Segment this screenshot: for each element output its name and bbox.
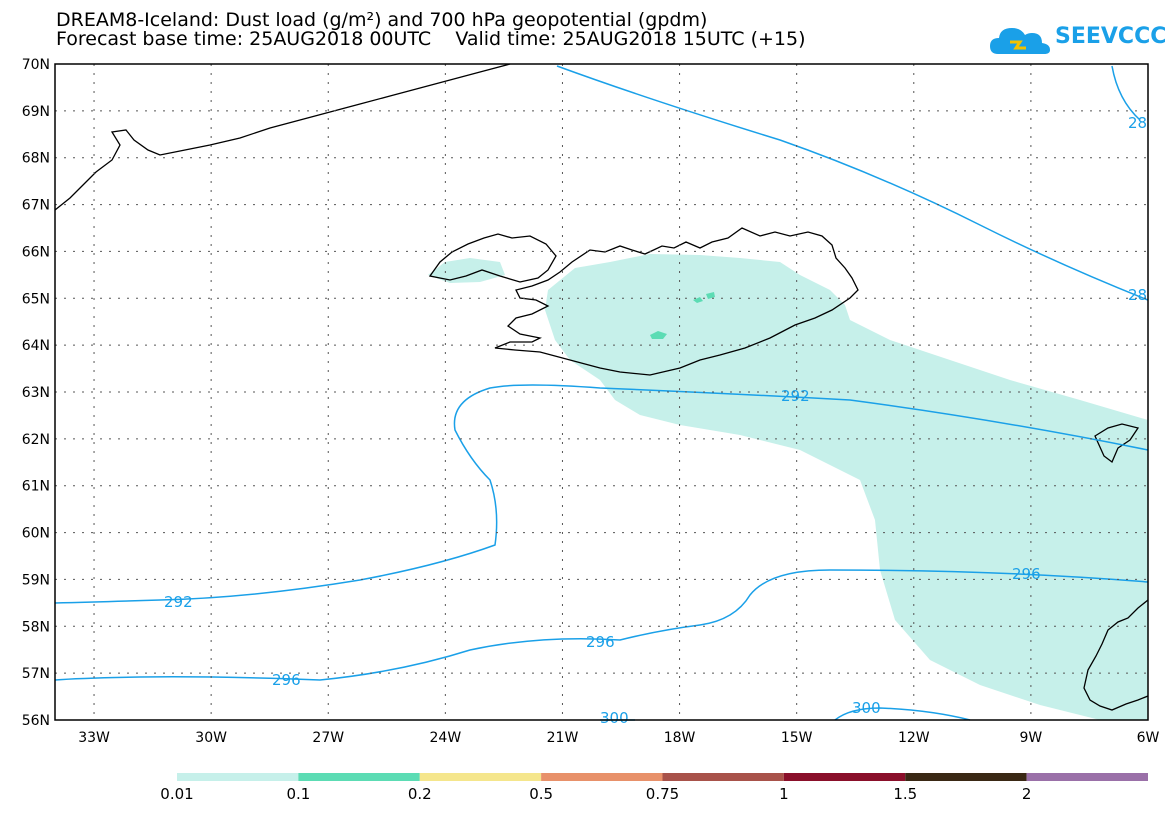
colorbar-swatch (419, 773, 542, 781)
lat-label: 65N (22, 291, 50, 307)
lon-label: 18W (664, 730, 696, 746)
dust-area-west (428, 258, 505, 283)
contour-label: 292 (164, 593, 193, 611)
logo-text: SEEVCCC (1055, 24, 1167, 49)
faroe-coastline (1094, 423, 1140, 464)
lat-label: 62N (22, 432, 50, 448)
lat-label: 66N (22, 244, 50, 260)
scotland-coastline (1083, 599, 1149, 711)
lat-label: 58N (22, 619, 50, 635)
dust-area (545, 254, 1148, 720)
colorbar-label: 0.2 (407, 785, 432, 803)
colorbar-label: 0.5 (529, 785, 554, 803)
contour-label: 300 (852, 699, 881, 717)
contour-label: 292 (781, 387, 810, 405)
title-line-2: Forecast base time: 25AUG2018 00UTC Vali… (56, 28, 806, 50)
colorbar-label: 0.01 (160, 785, 194, 803)
lon-label: 12W (898, 730, 930, 746)
dust-spot (650, 331, 667, 339)
colorbar-label: 1 (779, 785, 789, 803)
colorbar-swatch (177, 773, 299, 781)
map-frame (54, 63, 1149, 721)
iceland-coastline (494, 227, 859, 376)
lat-label: 63N (22, 385, 50, 401)
contour-label: 28 (1128, 114, 1147, 132)
lon-label: 33W (78, 730, 110, 746)
contour-label: 28 (1128, 286, 1147, 304)
greenland-coastline (54, 63, 511, 211)
geopotential-contours (54, 65, 1149, 721)
colorbar-swatch (662, 773, 784, 781)
lat-label: 60N (22, 526, 50, 542)
colorbar-label: 0.75 (645, 785, 680, 803)
lon-label: 27W (312, 730, 344, 746)
contour-label: 296 (272, 671, 301, 689)
lon-label: 21W (547, 730, 579, 746)
title-line-1: DREAM8-Iceland: Dust load (g/m²) and 700… (56, 9, 708, 31)
colorbar-label: 0.1 (286, 785, 311, 803)
dust-spot (706, 292, 715, 299)
contour-label: 296 (586, 633, 615, 651)
lon-label: 24W (430, 730, 462, 746)
dust-spot (693, 297, 703, 303)
lat-label: 56N (22, 713, 50, 729)
colorbar-swatch (905, 773, 1027, 781)
lon-label: 30W (195, 730, 227, 746)
colorbar-label: 1.5 (893, 785, 918, 803)
lat-label: 70N (22, 57, 50, 73)
colorbar-swatch (298, 773, 420, 781)
lon-label: 6W (1137, 730, 1160, 746)
colorbar (177, 773, 1148, 781)
lat-label: 67N (22, 198, 50, 214)
colorbar-label: 2 (1021, 785, 1032, 803)
gridlines (55, 64, 1148, 720)
colorbar-swatch (541, 773, 663, 781)
lat-label: 61N (22, 479, 50, 495)
lat-label: 59N (22, 572, 50, 588)
longitude-labels: 33W 30W 27W 24W 21W 18W 15W 12W 9W 6W (78, 730, 1159, 746)
lat-label: 68N (22, 151, 50, 167)
iceland-westfjords (428, 233, 557, 283)
lon-label: 9W (1020, 730, 1043, 746)
colorbar-swatch (1026, 773, 1148, 781)
colorbar-swatch (783, 773, 906, 781)
cloud-logo-icon (990, 28, 1050, 54)
lat-label: 57N (22, 666, 50, 682)
contour-label: 296 (1012, 565, 1041, 583)
lat-label: 69N (22, 104, 50, 120)
latitude-labels: 70N 69N 68N 67N 66N 65N 64N 63N 62N 61N 60N 59N 58N 5… (22, 57, 50, 729)
contour-label: 300 (600, 709, 629, 727)
lat-label: 64N (22, 338, 50, 354)
lon-label: 15W (781, 730, 813, 746)
